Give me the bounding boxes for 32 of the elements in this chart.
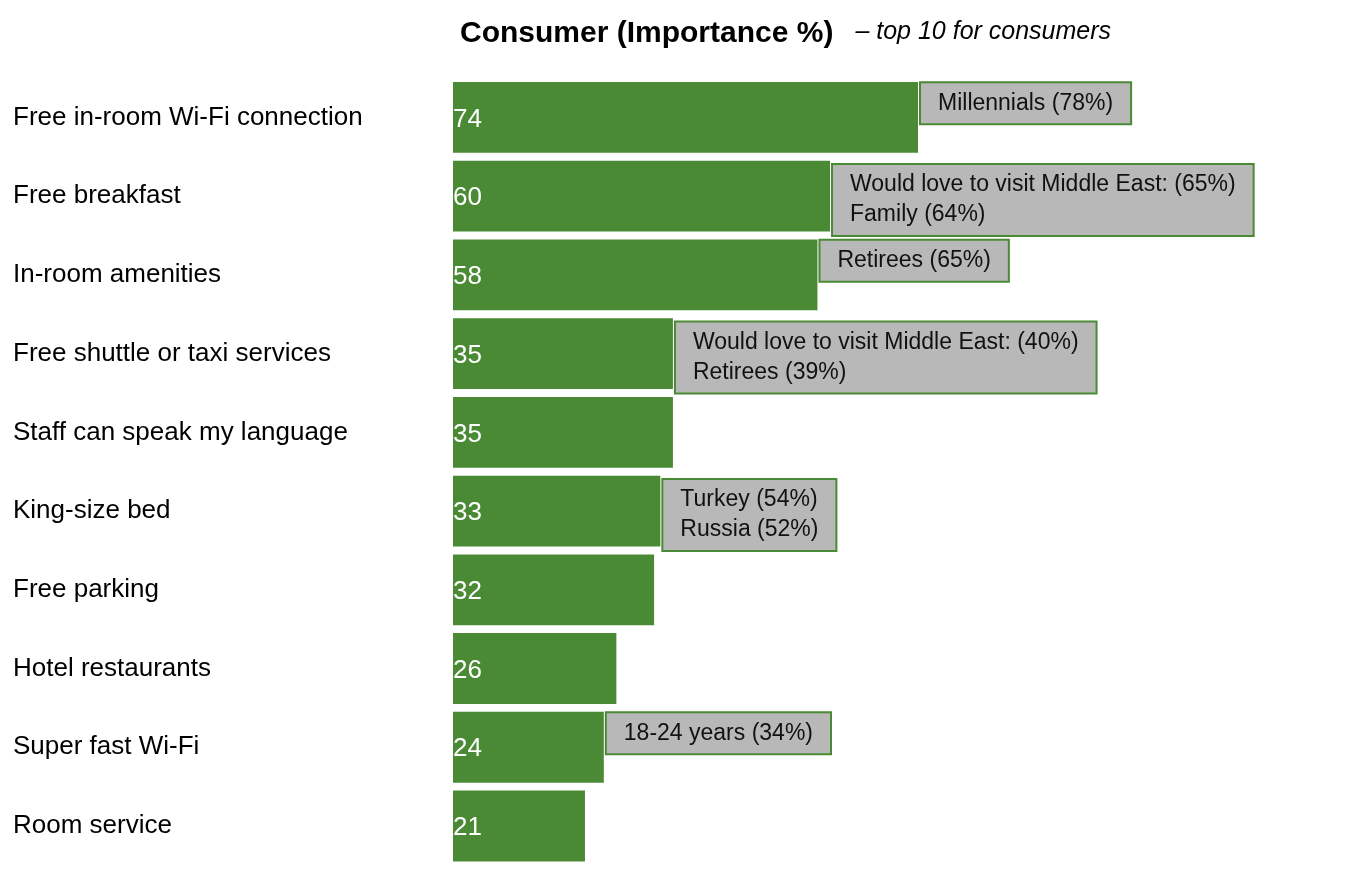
annotation: Retirees (65%): [837, 246, 991, 273]
y-tick-label: In-room amenities: [13, 258, 222, 289]
data-label: 21: [453, 811, 482, 842]
bar: [453, 790, 585, 862]
data-label: 24: [453, 732, 482, 763]
y-tick-label: Free shuttle or taxi services: [13, 336, 331, 367]
annotation: Would love to visit Middle East: (65%) Family (64%): [850, 170, 1236, 227]
y-tick-label: Free breakfast: [13, 179, 182, 210]
annotation: Millennials (78%): [938, 88, 1114, 115]
data-label: 26: [453, 653, 482, 684]
y-tick-label: Free in-room Wi-Fi connection: [13, 100, 363, 131]
text: – top 10 for consumers: [854, 15, 1112, 44]
y-tick-label: King-size bed: [13, 494, 171, 525]
chart-title: Consumer (Importance %): [460, 15, 834, 49]
data-label: 33: [453, 496, 482, 527]
annotation: Turkey (54%) Russia (52%): [680, 485, 819, 542]
bar: [453, 396, 673, 468]
bar: [453, 633, 617, 704]
y-tick-label: Hotel restaurants: [13, 651, 211, 682]
y-tick-label: Staff can speak my language: [13, 415, 348, 446]
data-label: 32: [453, 574, 482, 605]
y-tick-label: Room service: [13, 809, 172, 840]
data-label: 74: [453, 102, 482, 133]
y-tick-label: Super fast Wi-Fi: [13, 730, 200, 761]
bar: [453, 554, 655, 626]
annotation: 18-24 years (34%): [623, 718, 814, 745]
annotation: Would love to visit Middle East: (40%) Retirees (39%): [692, 327, 1079, 384]
y-tick-label: Free parking: [13, 572, 159, 603]
data-label: 58: [453, 260, 482, 291]
data-label: 35: [453, 338, 482, 369]
data-label: 60: [453, 181, 482, 212]
data-label: 35: [453, 417, 482, 448]
